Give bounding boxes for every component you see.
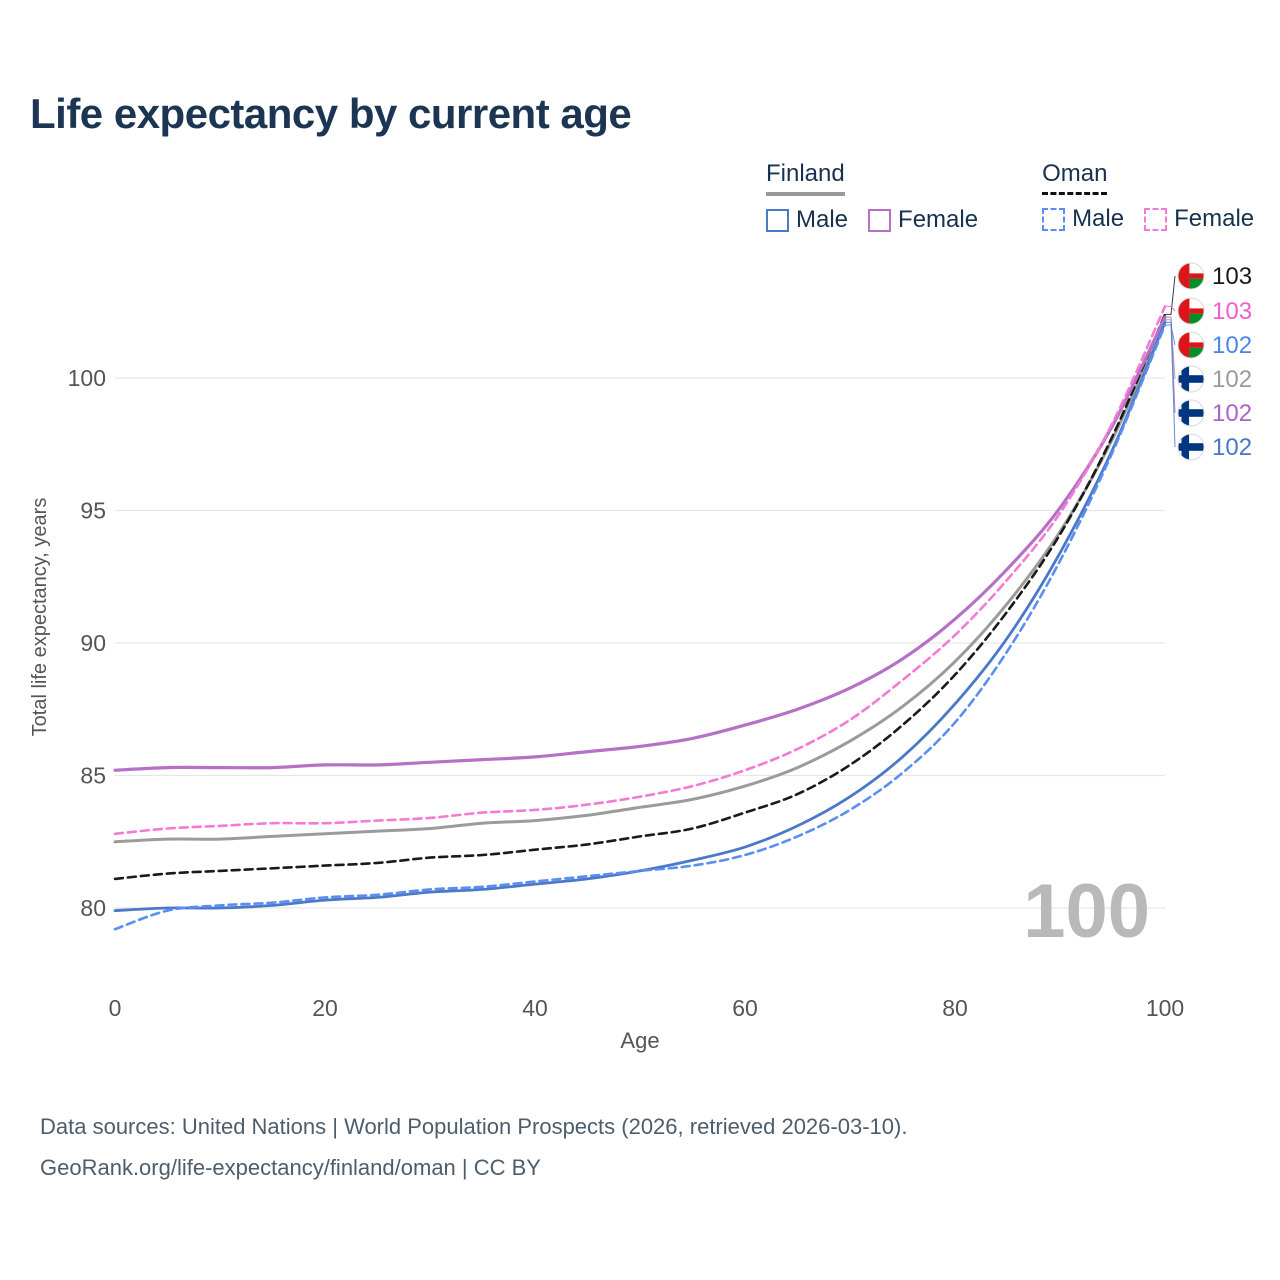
legend-country-oman[interactable]: Oman: [1042, 160, 1108, 195]
footer-attribution-url: GeoRank.org/life-expectancy/finland/oman…: [40, 1155, 541, 1180]
y-tick-label: 95: [80, 498, 106, 524]
y-axis-label: Total life expectancy, years: [29, 498, 51, 737]
oman-flag-icon: [1177, 331, 1205, 359]
x-tick-label: 60: [732, 995, 758, 1021]
legend-label-oman-female[interactable]: Female: [1174, 205, 1255, 232]
finland-flag-icon: [1177, 365, 1205, 393]
x-tick-label: 80: [942, 995, 968, 1021]
oman-flag-icon: [1177, 262, 1205, 290]
end-value-label-finland-male: 102: [1212, 434, 1252, 461]
legend-label-finland-male[interactable]: Male: [796, 206, 849, 233]
series-line-oman[interactable]: [113, 313, 1167, 881]
y-tick-label: 100: [68, 365, 106, 391]
end-label-leader: [1165, 275, 1176, 315]
series-line-finland-female[interactable]: [113, 315, 1167, 772]
legend-row-oman: Male Female: [1042, 205, 1274, 233]
legend-country-finland[interactable]: Finland: [766, 160, 845, 196]
footer: Data sources: United Nations | World Pop…: [40, 1106, 907, 1188]
legend: Finland Male Female Oman Male Female: [766, 160, 1274, 234]
legend-group-finland: Finland Male Female: [766, 160, 998, 234]
legend-swatch-finland-female[interactable]: [868, 208, 892, 232]
end-label-leader: [1165, 316, 1176, 414]
series-line-finland[interactable]: [113, 318, 1167, 844]
end-value-label-finland-female: 102: [1212, 400, 1252, 427]
legend-label-finland-female[interactable]: Female: [898, 206, 979, 233]
finland-flag-icon: [1177, 399, 1205, 427]
x-axis-label: Age: [620, 1028, 659, 1053]
x-tick-label: 20: [312, 995, 338, 1021]
series-line-finland-male[interactable]: [113, 321, 1167, 912]
series-line-oman-female[interactable]: [113, 305, 1167, 836]
x-tick-label: 100: [1146, 995, 1184, 1021]
end-label-leader: [1165, 305, 1176, 312]
end-label-leader: [1165, 321, 1176, 448]
end-value-label-oman-male: 102: [1212, 332, 1252, 359]
legend-swatch-oman-male[interactable]: [1042, 207, 1066, 231]
finland-flag-icon: [1177, 433, 1205, 461]
x-tick-label: 40: [522, 995, 548, 1021]
end-value-label-oman: 103: [1212, 263, 1252, 290]
legend-swatch-finland-male[interactable]: [766, 208, 789, 232]
legend-swatch-oman-female[interactable]: [1144, 207, 1168, 231]
series-line-oman-male[interactable]: [113, 323, 1167, 931]
oman-flag-icon: [1177, 297, 1205, 325]
end-value-label-oman-female: 103: [1212, 298, 1252, 325]
y-tick-label: 90: [80, 630, 106, 656]
end-label-leader: [1165, 324, 1176, 346]
legend-label-oman-male[interactable]: Male: [1072, 205, 1125, 232]
end-value-label-finland: 102: [1212, 366, 1252, 393]
legend-row-finland: Male Female: [766, 206, 998, 234]
footer-data-sources: Data sources: United Nations | World Pop…: [40, 1114, 908, 1139]
legend-group-oman: Oman Male Female: [1042, 160, 1274, 234]
page-title: Life expectancy by current age: [30, 90, 632, 137]
hover-age-watermark: 100: [1023, 869, 1150, 954]
y-tick-label: 85: [80, 763, 106, 789]
x-tick-label: 0: [109, 995, 122, 1021]
y-tick-label: 80: [80, 895, 106, 921]
